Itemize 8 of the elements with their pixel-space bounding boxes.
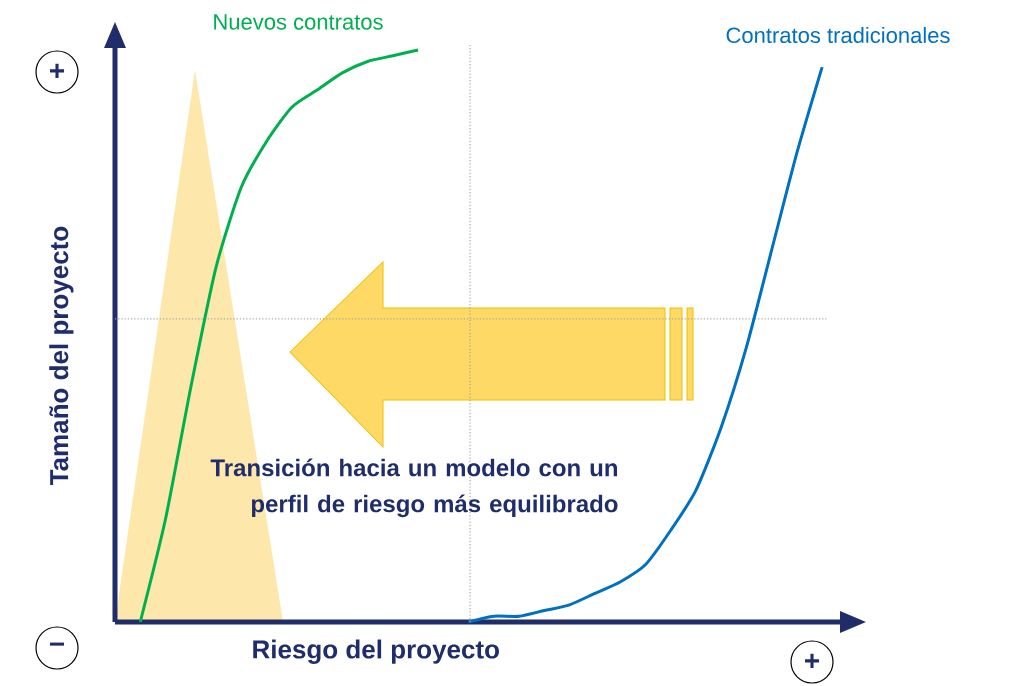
text: + [805, 653, 820, 669]
text: + [50, 63, 65, 79]
series-label: Contratos tradicionales [726, 26, 950, 44]
x-axis-title: Riesgo del proyecto [253, 639, 499, 664]
y-axis-title: Tamaño del proyecto [49, 226, 74, 486]
series-label: Nuevos contratos [214, 14, 383, 30]
text: − [49, 642, 65, 646]
annotation: Transición hacia un modelo con un perfil de riesgo más equilibrado [210, 458, 618, 518]
